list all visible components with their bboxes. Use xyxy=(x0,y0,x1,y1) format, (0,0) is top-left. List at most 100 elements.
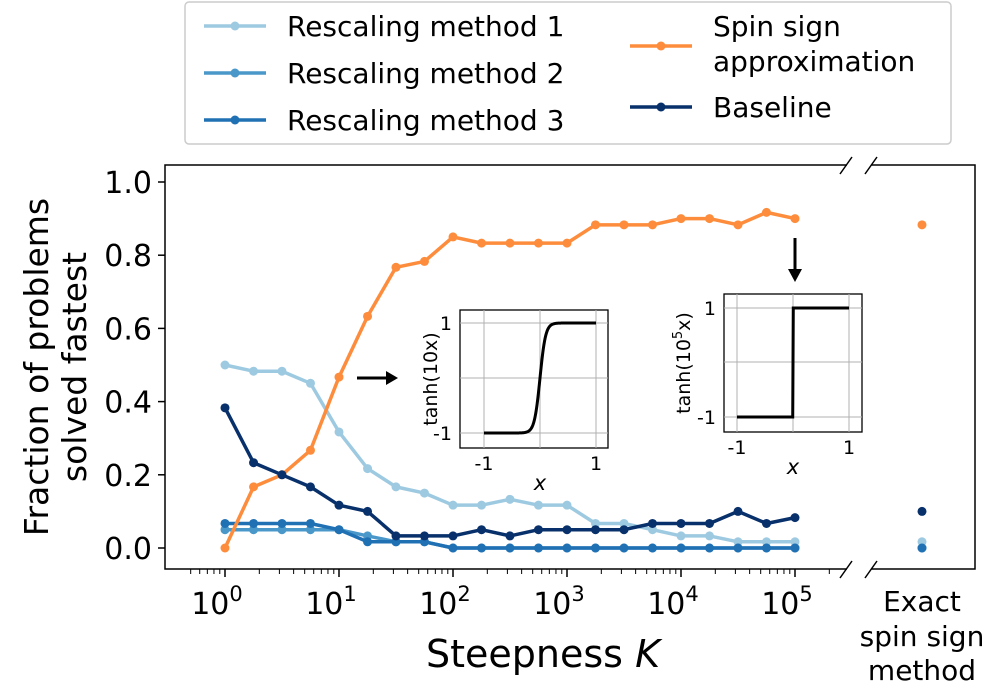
data-point xyxy=(733,220,743,230)
exact-label-line3: method xyxy=(868,654,976,687)
data-point xyxy=(590,543,600,553)
exact-label-line2: spin sign xyxy=(860,620,985,653)
data-point xyxy=(334,525,344,535)
data-point xyxy=(790,543,800,553)
y-tick-label: 0.0 xyxy=(104,532,152,567)
x-axis-label-var: K xyxy=(635,632,663,676)
y-ticks: 0.0 0.2 0.4 0.6 0.8 1.0 xyxy=(104,166,165,567)
legend-label: Rescaling method 2 xyxy=(287,57,564,90)
inset-tanh-1e5x: -1 1 1 -1 x tanh(105x) xyxy=(671,238,863,479)
x-tick-label: 103 xyxy=(533,582,585,622)
data-point xyxy=(562,500,572,510)
legend-label: Rescaling method 1 xyxy=(287,10,564,43)
legend-label: Rescaling method 3 xyxy=(287,104,564,137)
data-point xyxy=(220,525,230,535)
inset-ylabel-prefix: tanh(10 xyxy=(673,339,695,414)
y-tick-label: 0.4 xyxy=(104,386,152,421)
series-1 xyxy=(220,360,800,547)
series-5 xyxy=(220,403,800,541)
data-point xyxy=(477,543,487,553)
data-point xyxy=(277,525,287,535)
inset-tanh-10x: -1 1 1 -1 x tanh(10x) xyxy=(357,309,609,495)
data-point xyxy=(733,543,743,553)
data-point xyxy=(733,506,743,516)
data-point xyxy=(277,470,287,480)
x-ticks: 100 101 102 103 104 105 xyxy=(190,569,830,622)
data-point xyxy=(505,531,515,541)
inset-ylabel: tanh(105x) xyxy=(671,312,695,414)
data-point xyxy=(590,525,600,535)
data-point xyxy=(448,232,458,242)
exact-point xyxy=(917,506,927,516)
x-axis-label-text: Steepness xyxy=(426,632,623,676)
data-point xyxy=(676,543,686,553)
data-point xyxy=(505,543,515,553)
legend-frame xyxy=(184,1,952,145)
inset-arrow-head xyxy=(788,269,802,282)
data-point xyxy=(647,525,657,535)
data-point xyxy=(562,525,572,535)
data-point xyxy=(761,543,771,553)
data-point xyxy=(761,518,771,528)
inset-xtick: -1 xyxy=(728,437,747,459)
data-point xyxy=(533,238,543,248)
inset-xlabel: x xyxy=(786,455,800,479)
data-point xyxy=(733,537,743,547)
data-point xyxy=(533,525,543,535)
inset-arrow-head xyxy=(386,371,398,385)
x-axis-label: Steepness K xyxy=(426,632,663,676)
data-point xyxy=(363,506,373,516)
series-3 xyxy=(220,518,800,553)
legend-label: approximation xyxy=(713,45,915,78)
data-point xyxy=(391,482,401,492)
data-point xyxy=(619,543,629,553)
inset-xtick: -1 xyxy=(475,453,494,475)
legend-handle-marker xyxy=(656,41,666,51)
data-point xyxy=(676,518,686,528)
plot-frame xyxy=(164,164,976,570)
data-point xyxy=(419,256,429,266)
data-point xyxy=(590,518,600,528)
data-point xyxy=(790,214,800,224)
y-tick-label: 0.8 xyxy=(104,239,152,274)
data-point xyxy=(705,214,715,224)
inset-ytick: 1 xyxy=(440,313,452,335)
data-point xyxy=(419,531,429,541)
exact-label-line1: Exact xyxy=(883,585,961,618)
exact-method-points xyxy=(917,220,927,553)
legend-label: Spin sign xyxy=(713,10,841,43)
data-point xyxy=(477,238,487,248)
data-point xyxy=(619,525,629,535)
inset-ytick: -1 xyxy=(697,407,716,429)
data-point xyxy=(277,366,287,376)
inset-ylabel-suffix: x) xyxy=(673,312,695,331)
data-point xyxy=(220,403,230,413)
legend-label: Baseline xyxy=(713,91,832,124)
axis-break-mark xyxy=(864,560,878,579)
inset-xlabel: x xyxy=(533,471,547,495)
inset-ylabel-sup: 5 xyxy=(671,331,686,339)
exact-point xyxy=(917,543,927,553)
data-point xyxy=(647,543,657,553)
data-point xyxy=(705,518,715,528)
data-point xyxy=(249,525,259,535)
inset-xtick: 1 xyxy=(590,453,602,475)
data-point xyxy=(533,500,543,510)
data-point xyxy=(676,531,686,541)
data-point xyxy=(249,458,259,468)
data-point xyxy=(705,531,715,541)
legend-items xyxy=(204,21,692,125)
data-point xyxy=(277,518,287,528)
inset-ylabel: tanh(10x) xyxy=(420,332,442,425)
data-point xyxy=(448,543,458,553)
inset-frame xyxy=(459,309,609,449)
data-point xyxy=(790,513,800,523)
data-point xyxy=(619,518,629,528)
data-point xyxy=(334,427,344,437)
data-point xyxy=(220,360,230,370)
data-point xyxy=(761,207,771,217)
data-point xyxy=(647,220,657,230)
y-tick-label: 0.6 xyxy=(104,312,152,347)
x-tick-label: 104 xyxy=(647,582,699,622)
